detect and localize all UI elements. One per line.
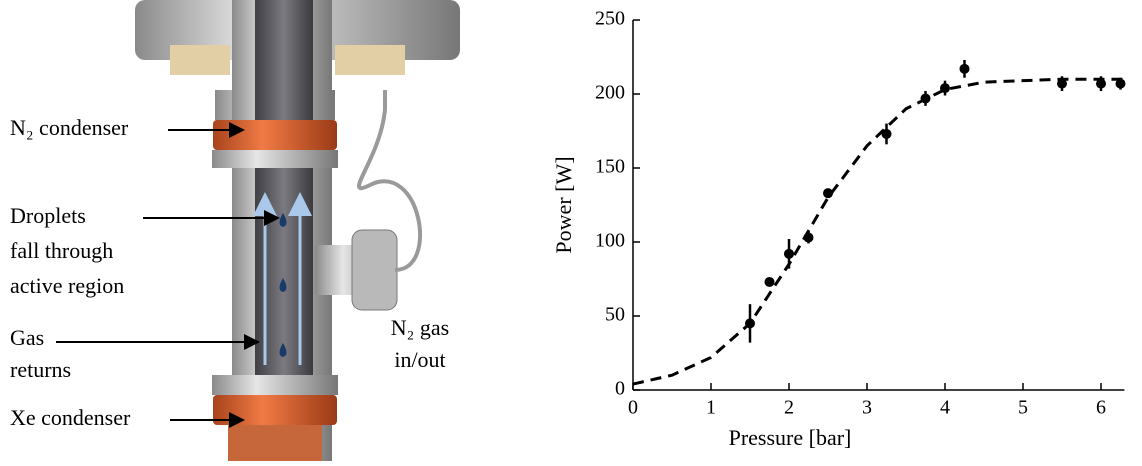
y-tick-label: 50 [605, 304, 625, 326]
point [1115, 78, 1126, 89]
x-tick-label: 2 [784, 397, 794, 419]
label: in/out [394, 347, 445, 372]
label: fall through [10, 238, 113, 263]
x-tick-label: 4 [940, 397, 950, 419]
point [823, 188, 833, 199]
x-tick-label: 1 [706, 397, 716, 419]
x-tick-label: 0 [628, 397, 638, 419]
y-axis-label: Power [W] [551, 156, 576, 253]
label: Gas [10, 325, 44, 350]
x-tick-label: 5 [1018, 397, 1028, 419]
label: returns [10, 357, 71, 382]
label: Xe condenser [10, 405, 131, 430]
x-tick-label: 3 [862, 397, 872, 419]
x-axis-label: Pressure [bar] [729, 425, 852, 450]
point [1096, 78, 1106, 89]
point [764, 276, 775, 287]
fit-line [632, 77, 1125, 386]
point [1057, 78, 1067, 89]
label: N₂ condenser [10, 115, 129, 140]
x-tick-label: 6 [1096, 397, 1106, 419]
point [959, 63, 970, 74]
label: Droplets [10, 203, 86, 228]
y-tick-label: 150 [595, 156, 625, 178]
labels: N₂ condenser Droplets fall through activ… [10, 115, 449, 430]
apparatus [56, 0, 460, 461]
label: active region [10, 273, 124, 298]
y-tick-label: 250 [595, 8, 625, 30]
y-tick-label: 100 [595, 230, 625, 252]
point [784, 248, 794, 259]
chart: Pressure [bar] Power [W] 0 1 2 3 4 5 6 0 50 100 15… [551, 8, 1126, 450]
y-tick-label: 200 [595, 82, 625, 104]
y-tick-label: 0 [615, 378, 625, 400]
label: N₂ gas [391, 315, 449, 340]
